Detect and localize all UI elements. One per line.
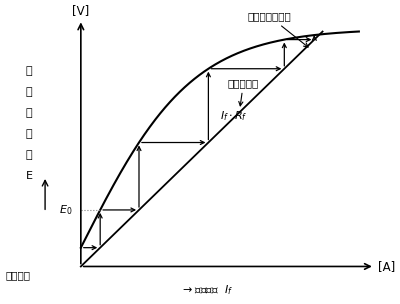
Text: 電: 電 [26,129,32,139]
Text: $E_0$: $E_0$ [60,203,73,217]
Text: 無負荷飽和曲線: 無負荷飽和曲線 [248,12,308,47]
Text: E: E [26,171,33,181]
Text: [V]: [V] [72,4,90,17]
Text: 卷線抵抗線: 卷線抵抗線 [228,78,259,106]
Text: $I_f \cdot R_f$: $I_f \cdot R_f$ [220,109,248,123]
Text: [A]: [A] [378,260,395,273]
Text: 力: 力 [26,150,32,160]
Text: 導: 導 [26,87,32,97]
Text: 起: 起 [26,108,32,118]
Text: 誘: 誘 [26,66,32,76]
Text: → 界磁電流  $I_f$: → 界磁電流 $I_f$ [182,283,234,297]
Text: 残留電圧: 残留電圧 [5,271,30,281]
